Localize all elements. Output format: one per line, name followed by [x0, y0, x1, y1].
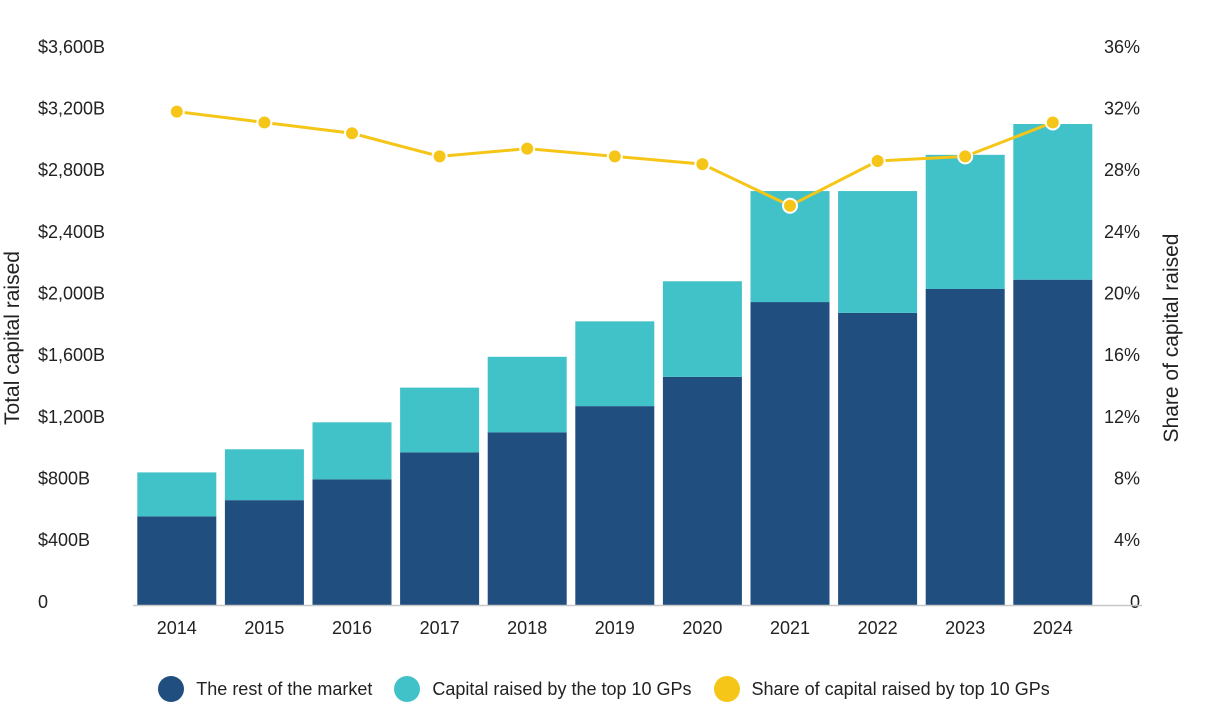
- bar-rest-of-market: [925, 288, 1005, 605]
- x-tick-label: 2021: [770, 618, 810, 638]
- bar-top-10-gps: [575, 321, 655, 407]
- bar-rest-of-market: [575, 406, 655, 605]
- point-share-top-10: [431, 148, 448, 165]
- point-share-top-10: [256, 114, 273, 131]
- point-share-top-10: [957, 148, 974, 165]
- bar-top-10-gps: [1013, 124, 1093, 280]
- legend-item-top-10-gps: Capital raised by the top 10 GPs: [394, 676, 692, 702]
- y-tick-label: $2,800B: [38, 160, 105, 180]
- bar-top-10-gps: [137, 472, 217, 517]
- bar-top-10-gps: [487, 356, 567, 433]
- x-tick-label: 2018: [507, 618, 547, 638]
- y2-tick-label: 0: [1130, 592, 1140, 612]
- y2-tick-label: 4%: [1114, 530, 1140, 550]
- y2-tick-label: 24%: [1104, 222, 1140, 242]
- y-tick-label: $1,600B: [38, 345, 105, 365]
- y-tick-label: 0: [38, 592, 48, 612]
- point-share-top-10: [344, 125, 360, 142]
- x-tick-label: 2016: [332, 618, 372, 638]
- bar-rest-of-market: [312, 479, 392, 605]
- y-tick-label: $2,400B: [38, 222, 105, 242]
- y2-tick-label: 20%: [1104, 283, 1140, 303]
- legend-item-rest-of-market: The rest of the market: [158, 676, 372, 702]
- legend-item-share-top-10: Share of capital raised by top 10 GPs: [713, 676, 1050, 702]
- legend-swatch-rest-of-market: [158, 676, 185, 702]
- x-tick-label: 2022: [858, 618, 898, 638]
- bar-rest-of-market: [838, 312, 918, 605]
- point-share-top-10: [168, 103, 185, 120]
- x-tick-label: 2017: [420, 618, 460, 638]
- x-tick-label: 2014: [157, 618, 197, 638]
- point-share-top-10: [694, 156, 711, 173]
- bar-top-10-gps: [838, 191, 918, 313]
- legend-label-top-10-gps: Capital raised by the top 10 GPs: [432, 678, 692, 699]
- x-tick-label: 2020: [682, 618, 722, 638]
- legend-label-share-top-10: Share of capital raised by top 10 GPs: [751, 678, 1050, 699]
- bar-rest-of-market: [487, 432, 567, 605]
- legend-label-rest-of-market: The rest of the market: [196, 678, 373, 699]
- bar-rest-of-market: [400, 452, 480, 605]
- bar-rest-of-market: [750, 302, 830, 605]
- bar-top-10-gps: [224, 449, 304, 501]
- y-tick-label: $3,600B: [38, 37, 105, 57]
- point-share-top-10: [869, 153, 886, 169]
- y2-tick-label: 36%: [1104, 37, 1140, 57]
- legend-swatch-share-top-10: [713, 676, 740, 702]
- y2-tick-label: 28%: [1104, 160, 1140, 180]
- chart-canvas: 0 $400B $800B $1,200B $1,600B $2,000B $2,400B $…: [1, 37, 1183, 638]
- y-tick-label: $3,200B: [38, 98, 105, 118]
- y2-tick-label: 12%: [1104, 407, 1140, 427]
- y-tick-label: $400B: [38, 530, 90, 550]
- x-tick-label: 2015: [244, 618, 284, 638]
- bar-rest-of-market: [662, 376, 742, 605]
- bar-top-10-gps: [662, 281, 742, 377]
- bar-rest-of-market: [1013, 279, 1093, 605]
- y2-tick-label: 8%: [1114, 468, 1140, 488]
- y2-axis-title: Share of capital raised: [1160, 234, 1183, 443]
- bar-top-10-gps: [312, 422, 392, 480]
- legend-swatch-top-10-gps: [394, 676, 421, 702]
- bar-top-10-gps: [400, 387, 480, 453]
- point-share-top-10: [782, 197, 798, 214]
- bar-top-10-gps: [925, 154, 1005, 289]
- x-tick-label: 2019: [595, 618, 635, 638]
- y-tick-label: $2,000B: [38, 283, 105, 303]
- bar-rest-of-market: [224, 500, 304, 605]
- x-tick-label: 2024: [1033, 618, 1073, 638]
- x-tick-label: 2023: [945, 618, 985, 638]
- point-share-top-10: [1044, 114, 1061, 131]
- y-axis-title: Total capital raised: [1, 251, 24, 425]
- point-share-top-10: [606, 148, 623, 165]
- legend: The rest of the market Capital raised by…: [0, 672, 1208, 706]
- y-tick-label: $800B: [38, 468, 90, 488]
- point-share-top-10: [519, 140, 536, 157]
- y2-tick-label: 32%: [1104, 98, 1140, 118]
- y2-tick-label: 16%: [1104, 345, 1140, 365]
- y-tick-label: $1,200B: [38, 407, 105, 427]
- bar-rest-of-market: [137, 516, 217, 605]
